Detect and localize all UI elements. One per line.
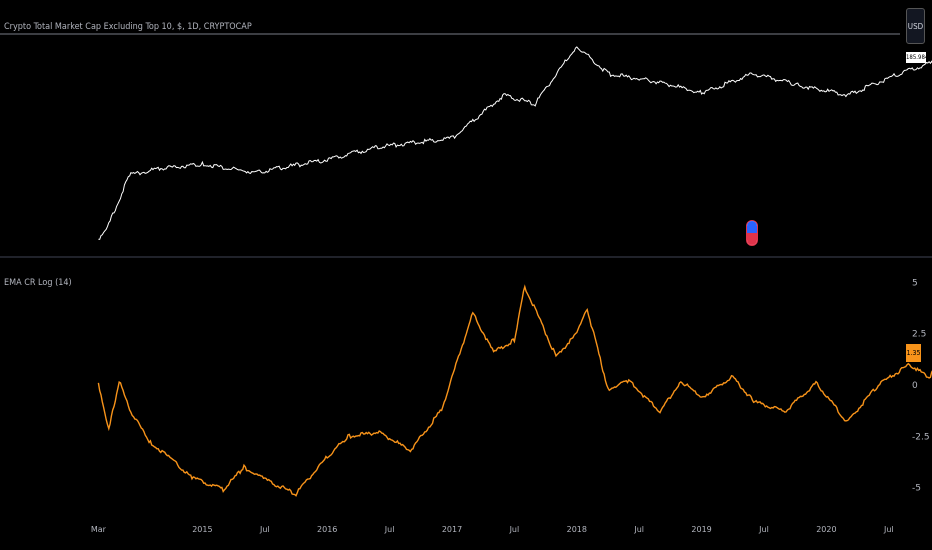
x-tick-label: 2020 [816,525,836,534]
x-tick-label: Jul [259,525,270,534]
main-pane-title: Crypto Total Market Cap Excluding Top 10… [4,22,252,32]
x-tick-label: 2016 [317,525,337,534]
price-tag: 185.9843 [906,52,926,63]
indicator-pane-title: EMA CR Log (14) [4,278,72,288]
x-tick-label: Mar [91,525,107,534]
main-series-line [98,46,932,240]
x-tick-label: Jul [384,525,395,534]
currency-button[interactable]: USD [906,8,925,44]
x-tick-label: 2018 [567,525,587,534]
y-tick-label: 0 [912,381,918,391]
x-tick-label: Jul [633,525,644,534]
y-tick-label: 5 [912,278,918,288]
x-tick-label: Jul [883,525,894,534]
time-axis[interactable]: Mar 2015 Jul 2016 Jul 2017 Jul 2018 Jul 2019 Jul 20… [91,525,932,534]
x-tick-label: 2019 [691,525,711,534]
x-tick-label: Jul [509,525,520,534]
y-tick-label: 2.5 [912,330,926,340]
x-tick-label: 2017 [442,525,462,534]
x-tick-label: Jul [758,525,769,534]
x-tick-label: 2015 [192,525,212,534]
y-tick-label: -5 [912,484,921,494]
indicator-value-tag: 1.35 [906,344,921,362]
y-tick-label: -2.5 [912,432,930,442]
indicator-series-line [97,284,932,497]
flag-icon[interactable] [746,220,758,246]
indicator-y-axis: 5 2.5 0 -2.5 -5 [912,278,930,493]
